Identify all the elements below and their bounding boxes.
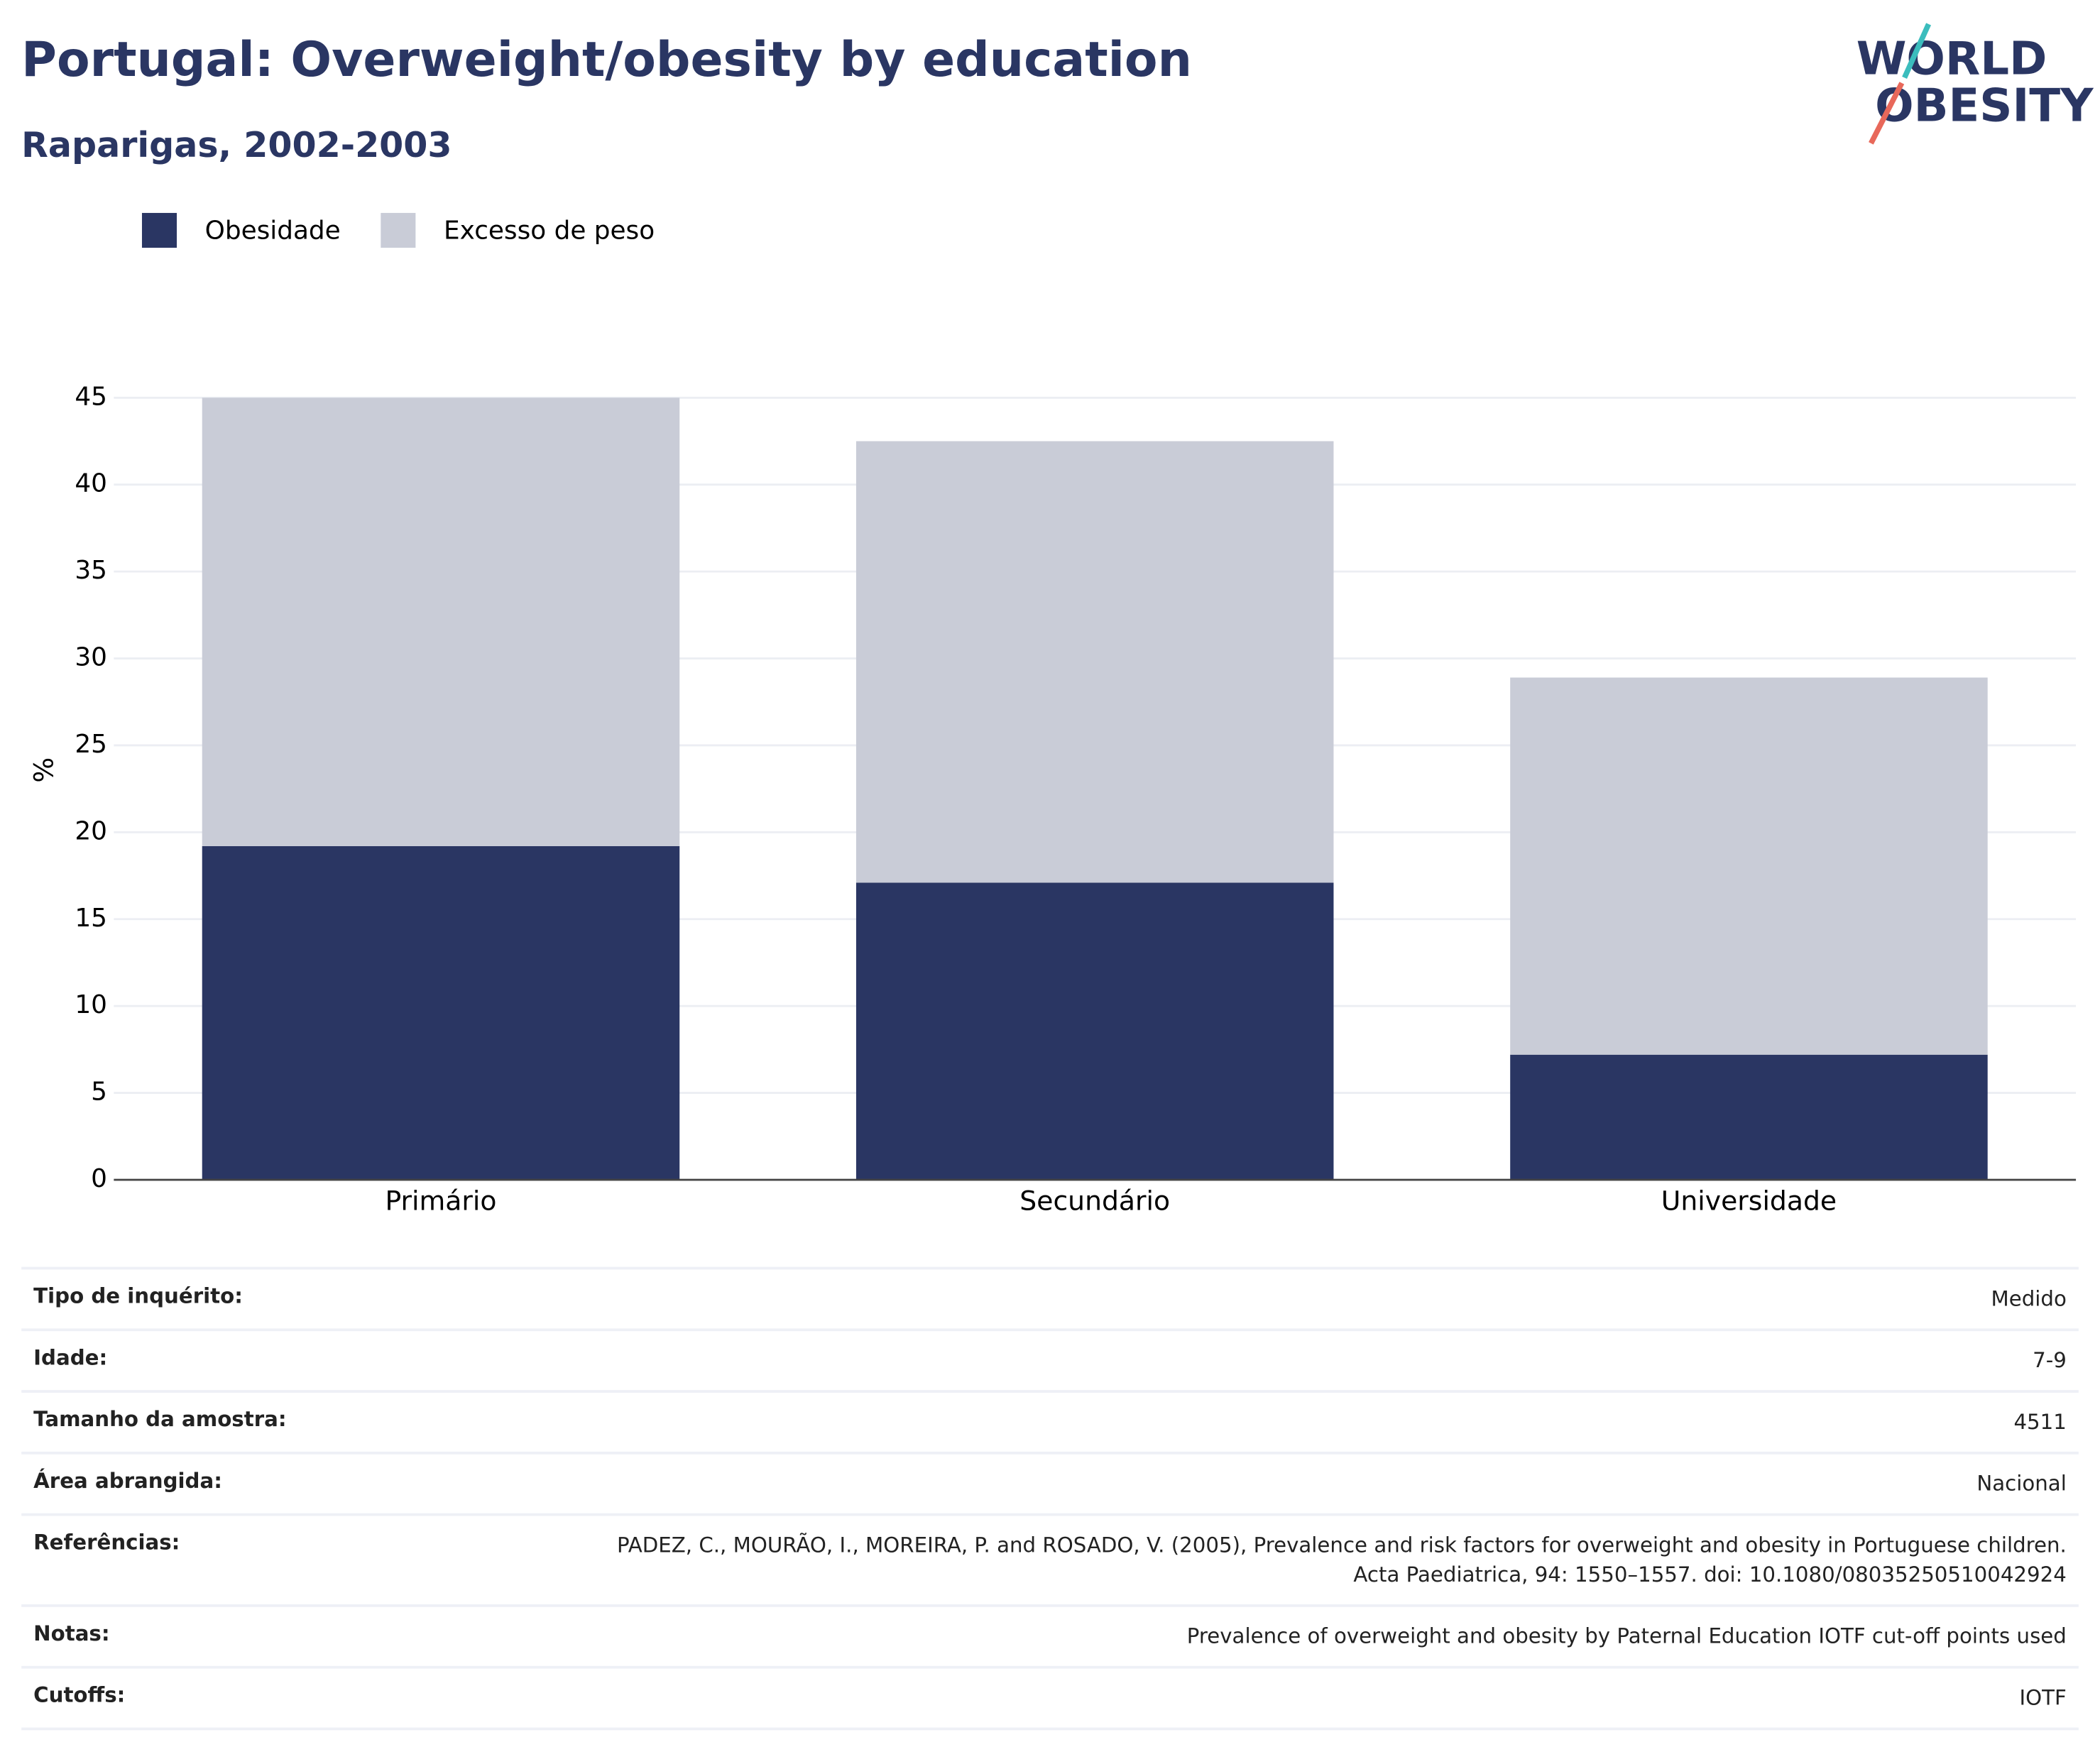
legend-label: Obesidade (205, 216, 341, 245)
info-key: Referências: (33, 1530, 180, 1555)
info-key: Idade: (33, 1345, 108, 1370)
info-key: Área abrangida: (33, 1469, 222, 1494)
info-value: Prevalence of overweight and obesity by … (1186, 1624, 2067, 1649)
info-key: Cutoffs: (33, 1683, 126, 1708)
chart-subtitle: Raparigas, 2002-2003 (21, 124, 452, 165)
bar (1510, 677, 1988, 1055)
logo-slash (1902, 23, 1932, 79)
info-row: Cutoffs: IOTF (21, 1665, 2079, 1731)
legend-swatch (141, 212, 177, 248)
y-tick-label: 15 (75, 904, 107, 933)
chart: Portugal: Overweight/obesity by educatio… (21, 23, 2094, 1217)
bar (202, 398, 680, 846)
y-tick-label: 35 (75, 556, 107, 585)
y-tick-label: 45 (75, 382, 107, 411)
info-row: Área abrangida: Nacional (21, 1451, 2079, 1513)
info-value: PADEZ, C., MOURÃO, I., MOREIRA, P. and R… (616, 1533, 2067, 1587)
logo-slash (1869, 82, 1905, 145)
x-tick-label: Secundário (1019, 1185, 1170, 1217)
y-tick-label: 30 (75, 643, 107, 672)
info-row: Referências: PADEZ, C., MOURÃO, I., MOREI… (21, 1513, 2079, 1604)
logo-text: WORLD (1856, 32, 2047, 85)
y-axis-title: % (28, 757, 60, 783)
info-row: Notas: Prevalence of overweight and obesi… (21, 1604, 2079, 1666)
info-key: Tipo de inquérito: (33, 1284, 243, 1309)
y-tick-label: 10 (75, 990, 107, 1019)
x-tick-label: Universidade (1661, 1185, 1837, 1217)
info-key: Tamanho da amostra: (33, 1407, 287, 1432)
legend-swatch (381, 212, 416, 248)
x-tick-label: Primário (385, 1185, 496, 1217)
y-tick-label: 0 (91, 1164, 107, 1193)
info-value: Nacional (1976, 1472, 2067, 1496)
logo-text: OBESITY (1875, 79, 2094, 132)
bar (202, 845, 680, 1181)
chart-title: Portugal: Overweight/obesity by educatio… (21, 32, 1192, 88)
info-key: Notas: (33, 1621, 110, 1646)
y-tick-label: 5 (91, 1078, 107, 1107)
info-value: 7-9 (2033, 1348, 2067, 1373)
bar (855, 441, 1334, 883)
y-tick-label: 25 (75, 730, 107, 759)
info-value: 4511 (2013, 1410, 2067, 1435)
bar (1510, 1054, 1988, 1181)
info-row: Tamanho da amostra: 4511 (21, 1390, 2079, 1452)
legend-label: Excesso de peso (444, 216, 655, 245)
info-table: Tipo de inquérito: Medido Idade: 7-9 Tamanho… (21, 1266, 2079, 1731)
y-tick-label: 40 (75, 469, 107, 498)
bar (855, 882, 1334, 1181)
y-tick-label: 20 (75, 816, 107, 845)
info-value: IOTF (2019, 1686, 2067, 1711)
info-value: Medido (1991, 1286, 2067, 1311)
info-row: Idade: 7-9 (21, 1328, 2079, 1390)
info-row: Tipo de inquérito: Medido (21, 1266, 2079, 1329)
